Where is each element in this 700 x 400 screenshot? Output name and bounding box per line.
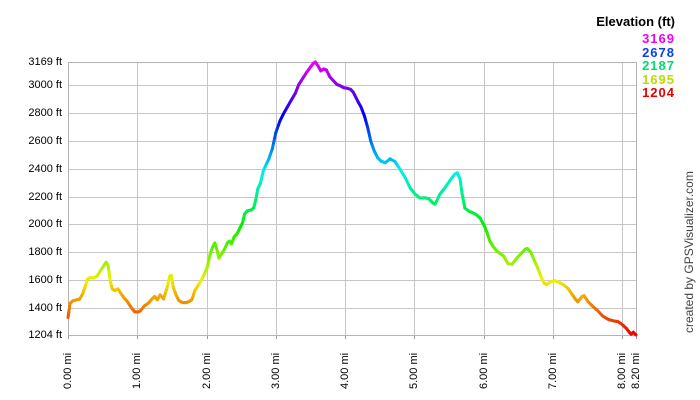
x-axis-tick-label: 1.00 mi	[131, 352, 144, 389]
y-axis-tick-label: 1204 ft	[28, 329, 62, 341]
elevation-profile-line-segment	[633, 332, 638, 337]
legend-title: Elevation (ft)	[596, 14, 675, 29]
y-axis-tick-label: 2800 ft	[28, 107, 62, 120]
y-axis-tick-label: 3000 ft	[28, 79, 62, 92]
legend-entry: 1695	[642, 71, 675, 87]
watermark-credit: created by GPSVisualizer.com	[682, 171, 696, 333]
legend-entry: 3169	[642, 31, 675, 46]
y-axis-tick-label: 1400 ft	[28, 301, 62, 314]
x-axis-tick-label: 2.00 mi	[200, 352, 213, 389]
legend-entries: 3169 2678 2187 1695 1204	[596, 32, 675, 100]
y-axis-tick-label: 2400 ft	[28, 162, 62, 175]
x-axis-tick-label: 7.00 mi	[546, 352, 559, 389]
y-axis-tick-label: 3169 ft	[28, 56, 62, 68]
plot-border	[68, 62, 637, 336]
x-axis-tick-label: 0.00 mi	[62, 352, 74, 389]
y-axis-tick-label: 2600 ft	[28, 135, 62, 148]
y-axis-tick-label: 1600 ft	[28, 273, 62, 286]
legend-entry: 2678	[642, 44, 675, 60]
x-axis-tick-label: 6.00 mi	[477, 352, 490, 389]
x-axis-tick-label: 8.00 mi	[616, 352, 629, 389]
legend: Elevation (ft) 3169 2678 2187 1695 1204	[596, 14, 675, 100]
x-axis-tick-label: 5.00 mi	[408, 352, 421, 389]
legend-entry: 1204	[642, 85, 675, 100]
legend-entry: 2187	[642, 58, 675, 73]
y-axis-tick-label: 2200 ft	[28, 190, 62, 203]
y-axis-tick-label: 1800 ft	[28, 246, 62, 259]
x-axis-tick-label: 3.00 mi	[269, 352, 282, 389]
x-axis-tick-label: 4.00 mi	[339, 352, 352, 389]
y-axis-tick-label: 2000 ft	[28, 218, 62, 231]
x-axis-tick-label: 8.20 mi	[630, 352, 642, 389]
